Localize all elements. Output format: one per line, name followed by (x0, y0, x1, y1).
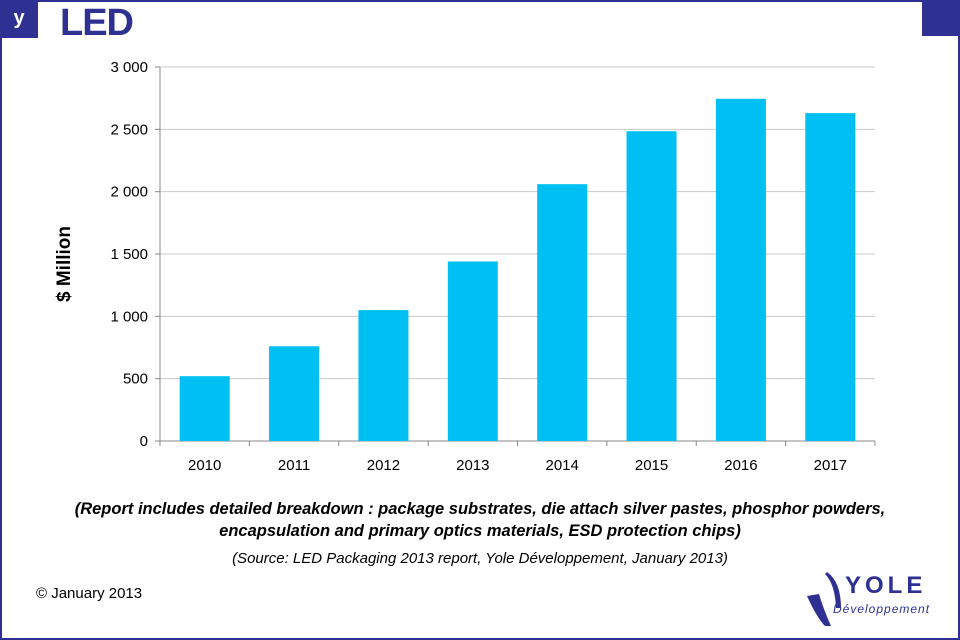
y-tick-label: 2 000 (110, 184, 148, 201)
y-tick-label: 0 (140, 433, 148, 450)
yole-logo: YOLE Développement (805, 568, 935, 628)
yole-corner-logo: y (0, 0, 38, 38)
y-axis-label: $ Million (54, 226, 75, 302)
bar (626, 131, 677, 441)
logo-subtext: Développement (833, 602, 931, 616)
bar (805, 113, 856, 442)
note-line-1: (Report includes detailed breakdown : pa… (74, 500, 886, 518)
page-title: LED (60, 2, 134, 44)
bar (269, 346, 320, 441)
bar (537, 184, 588, 442)
bar (447, 261, 498, 441)
x-tick-label: 2011 (278, 457, 310, 474)
bar (358, 310, 409, 441)
x-tick-label: 2014 (546, 457, 579, 474)
bar (179, 376, 230, 441)
x-tick-label: 2015 (635, 457, 668, 474)
copyright: © January 2013 (36, 585, 143, 602)
x-tick-label: 2016 (724, 457, 757, 474)
y-tick-label: 1 000 (110, 308, 148, 325)
y-tick-label: 1 500 (110, 246, 148, 263)
bar (715, 98, 766, 441)
corner-decoration (922, 0, 960, 36)
x-tick-label: 2012 (367, 457, 400, 474)
x-tick-label: 2010 (188, 457, 221, 474)
y-tick-label: 2 500 (110, 121, 148, 138)
logo-text: YOLE (845, 572, 927, 599)
y-tick-label: 500 (123, 371, 148, 388)
y-tick-label: 3 000 (110, 59, 148, 76)
x-tick-label: 2013 (456, 457, 489, 474)
x-tick-label: 2017 (814, 457, 847, 474)
note-line-2: encapsulation and primary optics materia… (219, 522, 741, 540)
source-note: (Source: LED Packaging 2013 report, Yole… (232, 550, 728, 567)
